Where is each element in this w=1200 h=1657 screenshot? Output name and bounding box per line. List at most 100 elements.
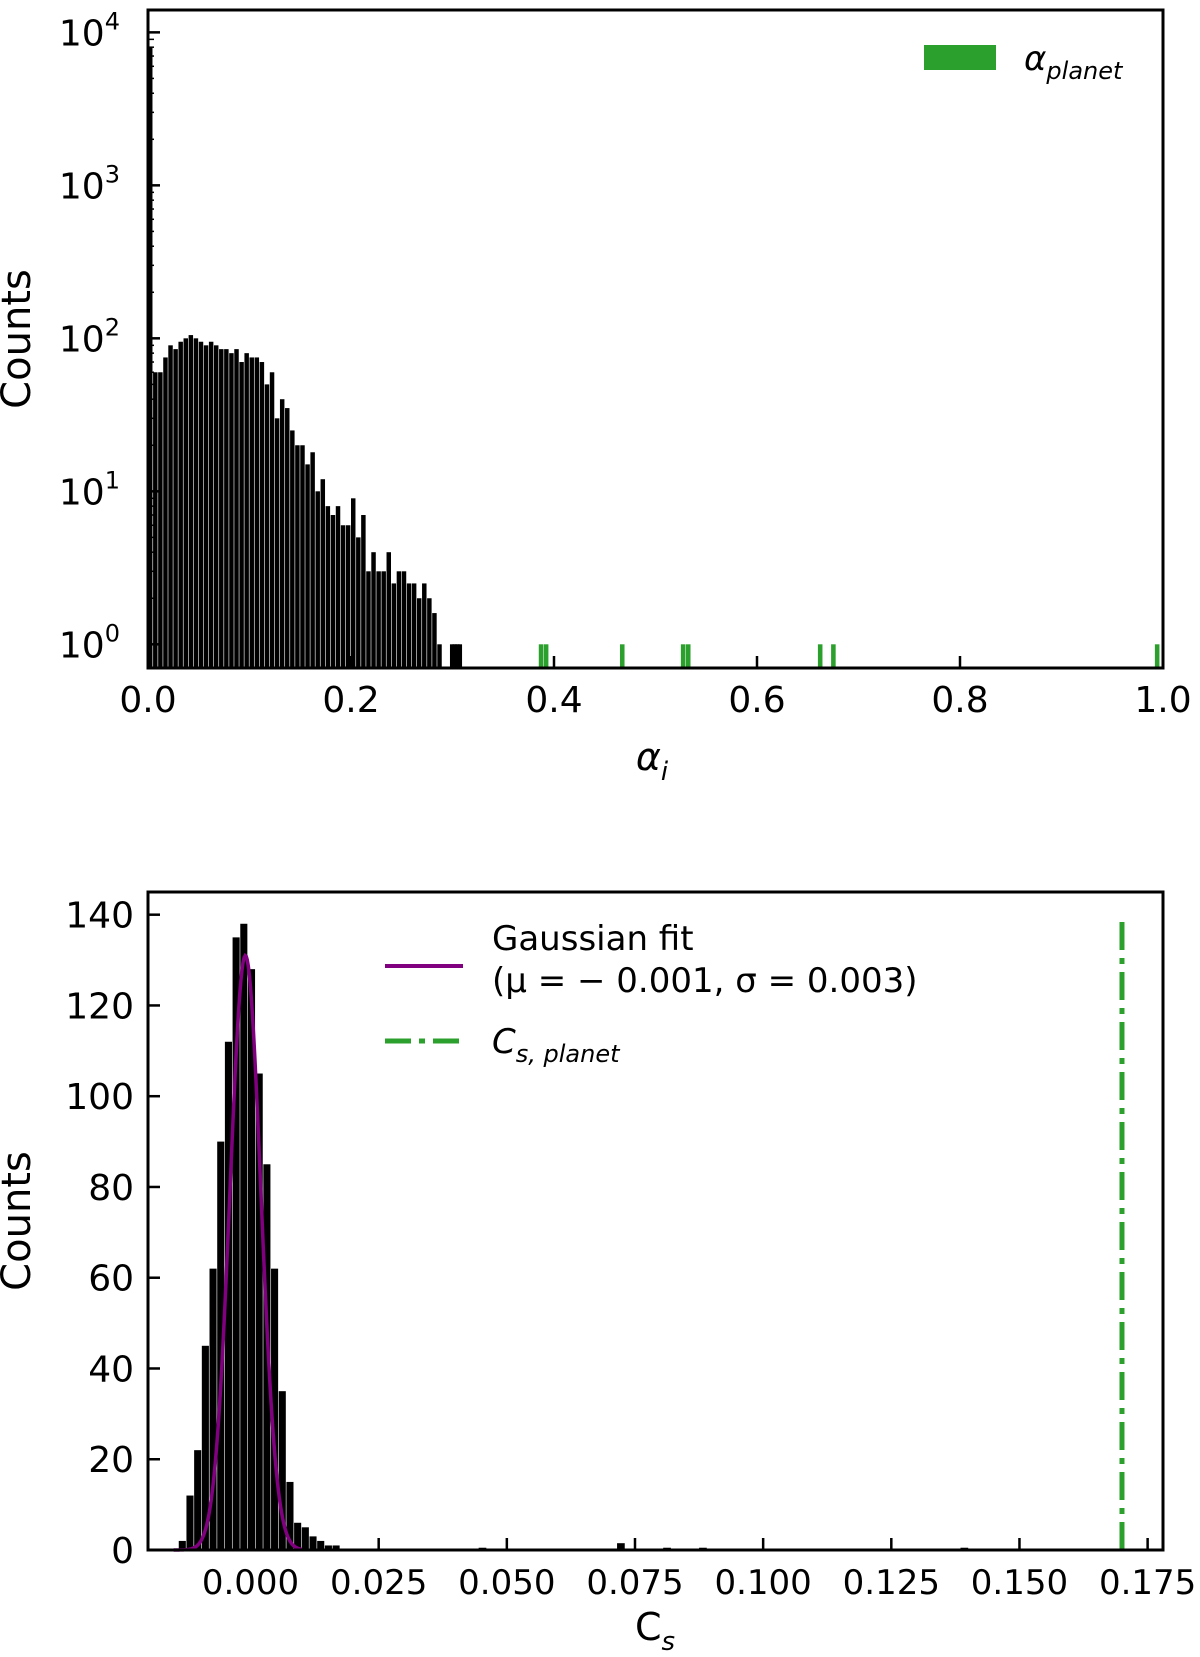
alpha-bar xyxy=(295,445,300,668)
alpha-bar xyxy=(356,537,361,668)
alpha-bar xyxy=(188,335,194,668)
alpha-x-axis-label: αi xyxy=(636,735,669,787)
alpha-bar xyxy=(183,338,188,668)
histogram-alpha-panel: 0.0 0.2 0.4 0.6 0.8 1.0 100 101 102 103 104 Count… xyxy=(0,7,1192,787)
gaussian-fit-legend-params: (μ = − 0.001, σ = 0.003) xyxy=(492,961,918,1001)
alpha-x-tick-label: 0.6 xyxy=(728,680,785,721)
alpha-bar xyxy=(148,47,153,668)
cs-bar xyxy=(209,1268,217,1550)
cs-y-axis: 0 20 40 60 80 100 120 140 xyxy=(65,896,160,1572)
alpha-bar xyxy=(259,362,265,668)
cs-y-tick-label: 80 xyxy=(88,1168,134,1209)
cs-x-tick-label: 0.075 xyxy=(586,1563,683,1603)
alpha-bar xyxy=(315,491,320,668)
cs-planet-legend-label: Cs, planet xyxy=(492,1022,621,1068)
alpha-bar xyxy=(158,372,163,668)
alpha-bar xyxy=(401,571,407,668)
alpha-planet-bar xyxy=(619,644,625,668)
cs-x-tick-label: 0.125 xyxy=(843,1563,940,1603)
cs-bar xyxy=(217,1141,225,1550)
alpha-bar xyxy=(455,644,460,668)
cs-bar xyxy=(186,1495,194,1550)
alpha-bar xyxy=(178,341,183,668)
alpha-bar xyxy=(163,357,168,668)
cs-bar xyxy=(232,937,240,1550)
alpha-legend-swatch xyxy=(924,45,996,70)
alpha-bar xyxy=(335,506,341,668)
cs-bar xyxy=(294,1522,302,1550)
alpha-x-axis: 0.0 0.2 0.4 0.6 0.8 1.0 xyxy=(119,656,1192,721)
cs-bar xyxy=(178,1540,186,1550)
cs-y-tick-label: 120 xyxy=(65,986,134,1027)
alpha-planet-bar xyxy=(685,644,691,668)
cs-bar xyxy=(324,1545,332,1550)
cs-y-tick-label: 60 xyxy=(88,1259,134,1300)
cs-x-tick-label: 0.150 xyxy=(971,1563,1068,1603)
alpha-bar xyxy=(351,498,356,668)
cs-bar xyxy=(317,1540,325,1550)
alpha-bar xyxy=(406,583,412,668)
alpha-bar xyxy=(244,353,249,668)
alpha-planet-bar xyxy=(817,644,823,668)
alpha-bar xyxy=(173,349,178,668)
alpha-bar xyxy=(340,525,346,668)
alpha-bar xyxy=(437,644,442,668)
alpha-bar xyxy=(457,644,463,668)
cs-x-axis-label: Cs xyxy=(635,1605,675,1657)
alpha-bar xyxy=(198,341,204,668)
cs-bar xyxy=(286,1481,294,1550)
alpha-bar xyxy=(366,571,371,668)
alpha-bar xyxy=(203,345,209,668)
cs-x-axis: 0.000 0.025 0.050 0.075 0.100 0.125 0.150 0.175 xyxy=(202,1538,1196,1603)
alpha-bar xyxy=(239,362,244,668)
histogram-cs-panel: 0.000 0.025 0.050 0.075 0.100 0.125 0.150 0.175… xyxy=(0,890,1196,1657)
alpha-x-tick-label: 0.0 xyxy=(119,680,176,721)
cs-bar xyxy=(194,1450,202,1550)
alpha-bar xyxy=(269,372,275,668)
alpha-bar xyxy=(371,552,376,668)
gaussian-fit-line xyxy=(173,952,303,1552)
alpha-bar xyxy=(381,571,386,668)
cs-bar xyxy=(247,969,256,1550)
alpha-bar xyxy=(330,515,336,668)
alpha-y-axis-label: Counts xyxy=(0,269,40,409)
cs-bar xyxy=(240,923,248,1550)
alpha-x-tick-label: 0.4 xyxy=(525,680,582,721)
alpha-planet-bar xyxy=(543,644,549,668)
cs-y-tick-label: 40 xyxy=(88,1349,134,1390)
alpha-bar xyxy=(427,598,432,668)
alpha-y-tick-label: 102 xyxy=(59,313,120,360)
cs-x-tick-label: 0.050 xyxy=(458,1563,555,1603)
alpha-bar xyxy=(234,349,239,668)
alpha-planet-bar xyxy=(538,644,544,668)
alpha-y-axis: 100 101 102 103 104 xyxy=(59,7,160,666)
alpha-bar xyxy=(274,418,280,668)
cs-y-tick-label: 100 xyxy=(65,1077,134,1118)
alpha-bar xyxy=(208,341,214,668)
alpha-bar xyxy=(320,479,326,668)
cs-bar xyxy=(332,1545,340,1550)
alpha-bar xyxy=(376,571,381,668)
alpha-y-tick-label: 101 xyxy=(59,466,120,513)
cs-x-tick-label: 0.100 xyxy=(714,1563,811,1603)
alpha-bar xyxy=(264,384,270,668)
cs-y-tick-label: 0 xyxy=(111,1531,134,1572)
alpha-bar xyxy=(193,338,199,668)
cs-bar xyxy=(301,1527,309,1550)
alpha-x-tick-label: 0.2 xyxy=(322,680,379,721)
alpha-bar xyxy=(219,349,224,668)
alpha-bar xyxy=(254,357,260,668)
alpha-bar xyxy=(229,353,234,668)
cs-plot-frame xyxy=(146,890,1165,1552)
alpha-legend: αplanet xyxy=(924,39,1124,85)
alpha-bar xyxy=(325,506,331,668)
alpha-bar xyxy=(213,345,219,668)
alpha-y-tick-label: 104 xyxy=(59,7,120,54)
alpha-bar xyxy=(290,430,295,668)
alpha-bar xyxy=(396,571,402,668)
alpha-bar xyxy=(432,613,437,668)
alpha-bar xyxy=(310,452,315,668)
alpha-bar xyxy=(391,583,397,668)
cs-bars xyxy=(178,923,969,1550)
